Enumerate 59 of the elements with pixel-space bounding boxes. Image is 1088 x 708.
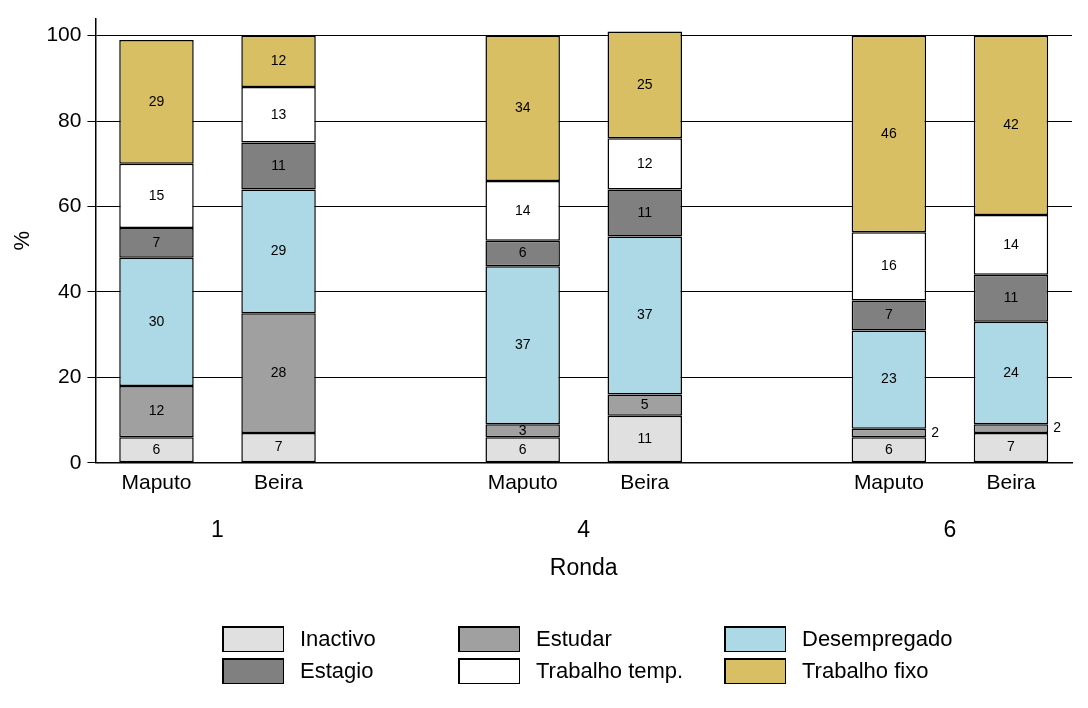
data-label: 5	[640, 396, 649, 412]
x-tick-label: Beira	[254, 470, 304, 494]
data-label: 12	[636, 154, 653, 171]
data-label: 37	[514, 336, 531, 353]
data-label: 6	[152, 440, 161, 457]
x-tick-label: Beira	[986, 470, 1036, 494]
data-label: 2	[931, 423, 940, 440]
data-label: 7	[885, 306, 893, 323]
data-label: 7	[152, 233, 161, 250]
data-label: 7	[274, 438, 283, 455]
text: 1	[211, 516, 224, 543]
data-label: 29	[148, 92, 165, 109]
data-label: 14	[1003, 235, 1019, 252]
data-label: 6	[518, 440, 527, 457]
data-label: 11	[271, 156, 287, 173]
data-label: 13	[270, 105, 287, 122]
y-tick-label: 40	[58, 278, 82, 302]
y-tick-label: 80	[58, 107, 82, 131]
data-label: 34	[514, 99, 531, 116]
data-label: 23	[881, 370, 897, 387]
data-label: 3	[518, 421, 527, 438]
x-tick-label: Maputo	[487, 470, 558, 494]
data-label: 14	[514, 201, 531, 218]
data-label: 6	[885, 440, 893, 457]
y-tick-label: 20	[58, 364, 82, 388]
x-tick-label: Beira	[620, 470, 670, 494]
legend-label: Trabalho fixo	[802, 658, 929, 684]
data-label: 15	[148, 186, 165, 203]
x-tick-label: Maputo	[853, 470, 924, 494]
y-tick-label: 0	[69, 449, 82, 473]
y-tick-label: 60	[58, 193, 82, 217]
data-label: 16	[881, 257, 897, 274]
data-label: 11	[637, 203, 653, 220]
data-label: 24	[1003, 363, 1019, 380]
data-label: 30	[148, 312, 165, 329]
y-axis-title: %	[9, 230, 35, 251]
data-label: 29	[270, 242, 287, 259]
x-tick-label: Maputo	[121, 470, 192, 494]
data-label: 12	[270, 52, 287, 69]
data-label: 46	[881, 124, 897, 141]
data-label: 6	[518, 244, 527, 261]
legend-label: Inactivo	[300, 626, 376, 652]
data-label: 2	[1053, 419, 1062, 436]
data-label: 7	[1007, 438, 1016, 455]
data-label: 11	[637, 429, 653, 446]
data-label: 11	[1003, 289, 1019, 306]
legend-label: Estudar	[536, 626, 612, 652]
legend-label: Trabalho temp.	[536, 658, 684, 684]
y-tick-label: 100	[46, 22, 82, 46]
x-axis-title: Ronda	[549, 554, 618, 581]
legend-label: Estagio	[300, 658, 374, 684]
data-label: 25	[636, 75, 653, 92]
text: 4	[577, 516, 591, 543]
legend-label: Desempregado	[802, 626, 953, 652]
data-label: 42	[1003, 116, 1019, 133]
data-label: 37	[636, 306, 653, 323]
data-label: 28	[270, 363, 287, 380]
text: 6	[943, 516, 957, 543]
data-label: 12	[148, 402, 165, 419]
